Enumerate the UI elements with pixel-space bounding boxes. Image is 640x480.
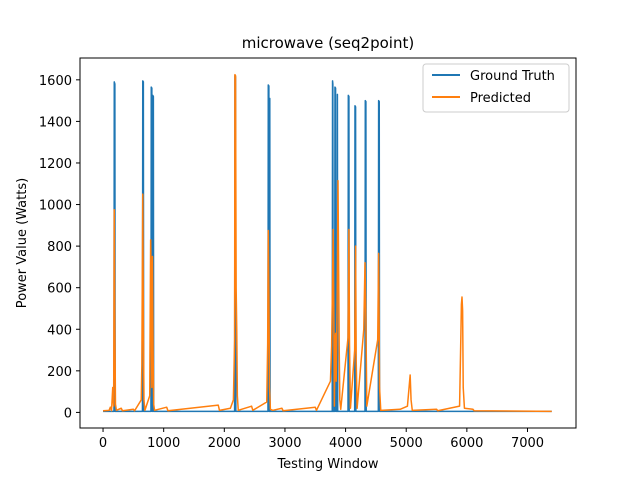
- legend-label-predicted: Predicted: [470, 91, 531, 106]
- y-tick-label: 1600: [39, 74, 72, 89]
- y-axis-label: Power Value (Watts): [15, 178, 30, 308]
- x-axis-label: Testing Window: [276, 457, 378, 472]
- y-tick-label: 1400: [39, 115, 72, 130]
- series-line-predicted: [102, 73, 552, 413]
- x-tick-label: 6000: [450, 436, 483, 451]
- x-tick-label: 4000: [329, 436, 362, 451]
- y-tick-label: 1200: [39, 157, 72, 172]
- plot-frame: [79, 57, 577, 429]
- x-tick-label: 7000: [511, 436, 544, 451]
- legend: Ground Truth Predicted: [422, 63, 570, 113]
- y-tick-label: 1000: [39, 199, 72, 214]
- chart-title: microwave (seq2point): [242, 34, 414, 52]
- x-tick-label: 5000: [390, 436, 423, 451]
- y-tick-label: 0: [64, 406, 72, 421]
- x-tick-label: 2000: [208, 436, 241, 451]
- x-tick-label: 1000: [147, 436, 180, 451]
- y-tick-label: 200: [47, 365, 72, 380]
- y-axis: 0 200 400 600 800 1000 1200 1400 1600: [39, 74, 80, 421]
- y-tick-label: 800: [47, 240, 72, 255]
- legend-label-ground-truth: Ground Truth: [470, 69, 555, 84]
- x-tick-label: 0: [99, 436, 107, 451]
- x-axis: 0 1000 2000 3000 4000 5000 6000 7000: [99, 428, 544, 451]
- y-tick-label: 600: [47, 282, 72, 297]
- series-layer: [102, 73, 552, 413]
- x-tick-label: 3000: [268, 436, 301, 451]
- y-tick-label: 400: [47, 323, 72, 338]
